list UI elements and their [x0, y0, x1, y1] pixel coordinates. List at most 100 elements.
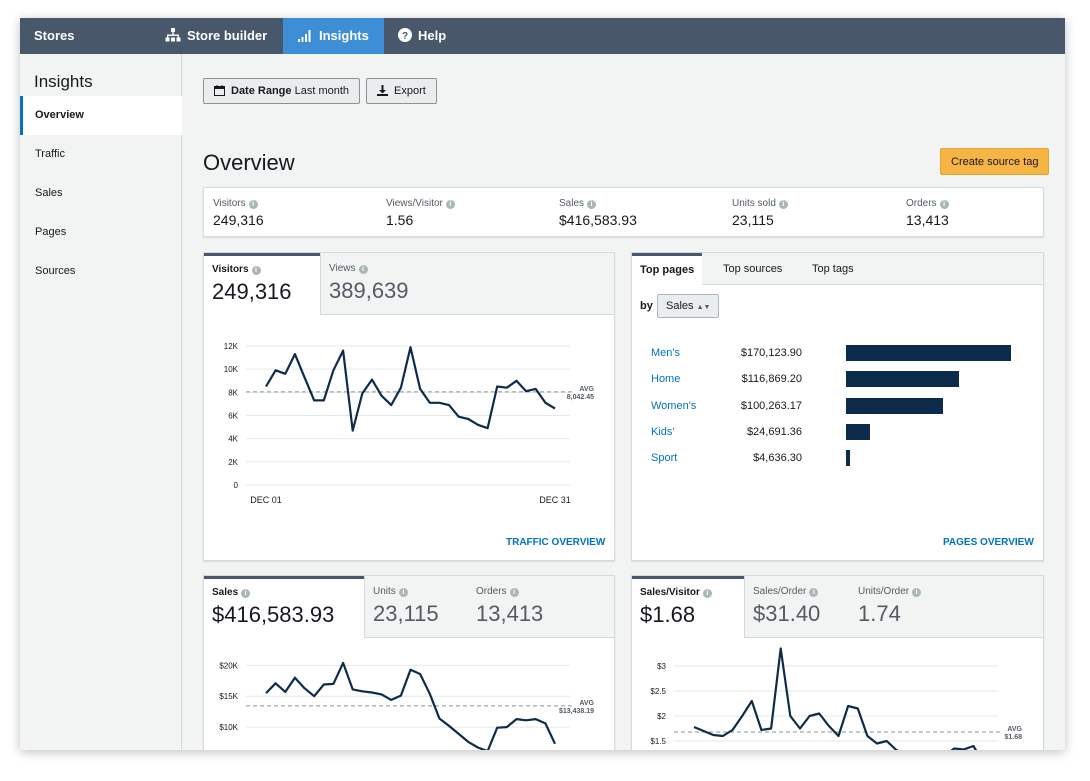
nav-help[interactable]: ? Help: [398, 18, 446, 54]
summary-views-visitor: Views/Visitor i 1.56: [386, 198, 455, 228]
tab-sales-order-value: $31.40: [753, 601, 821, 626]
sidebar-item-pages[interactable]: Pages: [35, 226, 67, 238]
nav-insights-label: Insights: [319, 28, 369, 43]
top-row-bar: [846, 345, 1011, 361]
x-tick-label: DEC 01: [250, 495, 282, 505]
tab-sales-order[interactable]: Sales/Order i $31.40: [744, 576, 850, 638]
tab-orders[interactable]: Orders i 13,413: [468, 576, 614, 638]
sort-by-select[interactable]: Sales ▲▼: [657, 294, 720, 318]
summary-units-sold-value: 23,115: [732, 212, 774, 228]
top-row-value: $4,636.30: [753, 452, 802, 464]
top-row-value: $116,869.20: [741, 373, 802, 385]
nav-stores[interactable]: Stores: [34, 18, 74, 54]
series-line: [265, 661, 556, 750]
summary-visitors: Visitors i 249,316: [213, 198, 264, 228]
summary-sales: Sales i $416,583.93: [559, 198, 637, 228]
top-row-name[interactable]: Sport: [651, 452, 678, 464]
svg-text:?: ?: [402, 31, 408, 42]
tab-views-label: Views: [329, 263, 356, 274]
sidebar: Insights Overview Traffic Sales Pages So…: [20, 54, 182, 750]
info-icon[interactable]: i: [398, 588, 408, 597]
top-row-name[interactable]: Women's: [651, 400, 697, 412]
tab-units-value: 23,115: [373, 601, 439, 626]
info-icon[interactable]: i: [912, 588, 922, 597]
average-value: 8,042.45: [567, 394, 594, 401]
tab-top-sources[interactable]: Top sources: [723, 263, 783, 275]
tab-units[interactable]: Units i 23,115: [364, 576, 468, 638]
date-range-label: Date Range: [231, 85, 292, 97]
page-title: Overview: [203, 150, 295, 175]
tab-sales-order-label: Sales/Order: [753, 586, 807, 597]
sidebar-item-traffic[interactable]: Traffic: [35, 148, 65, 160]
info-icon[interactable]: i: [445, 200, 455, 209]
nav-insights[interactable]: Insights: [283, 18, 384, 54]
tab-orders-label: Orders: [476, 586, 507, 597]
sidebar-title: Insights: [34, 72, 93, 91]
traffic-overview-link[interactable]: TRAFFIC OVERVIEW: [506, 537, 606, 548]
x-tick-label: DEC 31: [539, 495, 571, 505]
by-label: by: [640, 300, 653, 312]
tab-views[interactable]: Views i 389,639: [320, 253, 614, 315]
question-circle-icon: ?: [398, 28, 412, 42]
date-range-button[interactable]: Date Range Last month: [203, 78, 361, 104]
sales-panel: Sales i $416,583.93 Units i 23,115 Orders i…: [203, 575, 615, 750]
info-icon[interactable]: i: [587, 200, 597, 209]
top-row-name[interactable]: Home: [651, 373, 681, 385]
tab-units-order-value: 1.74: [858, 601, 901, 626]
sales-line-chart: $10K $15K $20K AVG$13,438.19: [219, 661, 595, 750]
y-tick-label: $20K: [219, 661, 238, 670]
info-icon[interactable]: i: [702, 589, 712, 598]
info-icon[interactable]: i: [809, 588, 819, 597]
calendar-icon: [214, 85, 225, 96]
y-tick-label: 0: [234, 481, 239, 490]
export-button[interactable]: Export: [366, 78, 437, 104]
create-source-tag-button[interactable]: Create source tag: [940, 148, 1050, 175]
export-label: Export: [394, 85, 426, 97]
summary-sales-value: $416,583.93: [559, 212, 637, 228]
sidebar-item-overview[interactable]: Overview: [20, 96, 182, 135]
tab-units-order[interactable]: Units/Order i 1.74: [850, 576, 1043, 638]
tab-sales-label: Sales: [212, 587, 239, 598]
info-icon[interactable]: i: [251, 266, 261, 275]
y-tick-label: $10K: [219, 723, 238, 732]
y-tick-label: 8K: [228, 388, 238, 397]
info-icon[interactable]: i: [241, 589, 251, 598]
sitemap-icon: [165, 28, 181, 42]
info-icon[interactable]: i: [358, 265, 368, 274]
tab-sales[interactable]: Sales i $416,583.93: [204, 576, 364, 638]
info-icon[interactable]: i: [939, 200, 949, 209]
summary-orders-label: Orders: [906, 198, 937, 209]
tab-visitors-label: Visitors: [212, 264, 249, 275]
tab-top-tags[interactable]: Top tags: [812, 263, 854, 275]
sort-caret-icon: ▲▼: [696, 304, 711, 311]
summary-visitors-label: Visitors: [213, 198, 246, 209]
tab-top-pages[interactable]: Top pages: [632, 253, 703, 285]
top-pages-panel: Top pages Top sources Top tags by Sales …: [631, 252, 1044, 561]
top-row-name[interactable]: Kids': [651, 426, 675, 438]
average-label: AVG: [1007, 726, 1022, 733]
summary-orders-value: 13,413: [906, 212, 949, 228]
date-range-value: Last month: [294, 85, 350, 97]
traffic-panel: Visitors i 249,316 Views i 389,639 0 2K 4K 6K…: [203, 252, 615, 561]
top-row-name[interactable]: Men's: [651, 347, 680, 359]
info-icon[interactable]: i: [509, 588, 519, 597]
summary-orders: Orders i 13,413: [906, 198, 949, 228]
tab-sales-visitor[interactable]: Sales/Visitor i $1.68: [632, 576, 744, 638]
pages-overview-link[interactable]: PAGES OVERVIEW: [943, 537, 1034, 548]
info-icon[interactable]: i: [778, 200, 788, 209]
sort-by-value: Sales: [666, 300, 694, 312]
top-row-value: $100,263.17: [740, 400, 802, 412]
average-label: AVG: [579, 700, 594, 707]
tab-visitors[interactable]: Visitors i 249,316: [204, 253, 320, 315]
sidebar-item-sources[interactable]: Sources: [35, 265, 76, 277]
summary-sales-label: Sales: [559, 198, 585, 209]
nav-store-builder[interactable]: Store builder: [165, 18, 267, 54]
y-tick-label: 10K: [224, 365, 239, 374]
y-tick-label: 12K: [224, 342, 239, 351]
top-row-value: $24,691.36: [746, 426, 802, 438]
browser-frame: Stores Store builder Insights ? Help Insi…: [20, 18, 1065, 750]
summary-units-sold-label: Units sold: [732, 198, 776, 209]
y-tick-label: $2.5: [650, 687, 666, 696]
sidebar-item-sales[interactable]: Sales: [35, 187, 63, 199]
info-icon[interactable]: i: [248, 200, 258, 209]
